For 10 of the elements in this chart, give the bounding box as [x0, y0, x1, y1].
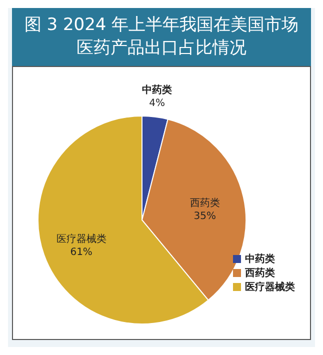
slice-label: 医疗器械类 — [56, 232, 106, 245]
data-label: 61% — [70, 246, 92, 258]
slice-label: 西药类 — [190, 196, 220, 209]
slice-label: 中药类 — [142, 84, 172, 96]
legend-label: 西药类 — [245, 268, 275, 279]
legend-label: 医疗器械类 — [245, 282, 295, 293]
data-label: 4% — [149, 98, 165, 109]
chart-title: 图 3 2024 年上半年我国在美国市场医药产品出口占比情况 — [12, 8, 311, 66]
legend-label: 中药类 — [245, 254, 275, 265]
data-label: 35% — [194, 210, 216, 222]
